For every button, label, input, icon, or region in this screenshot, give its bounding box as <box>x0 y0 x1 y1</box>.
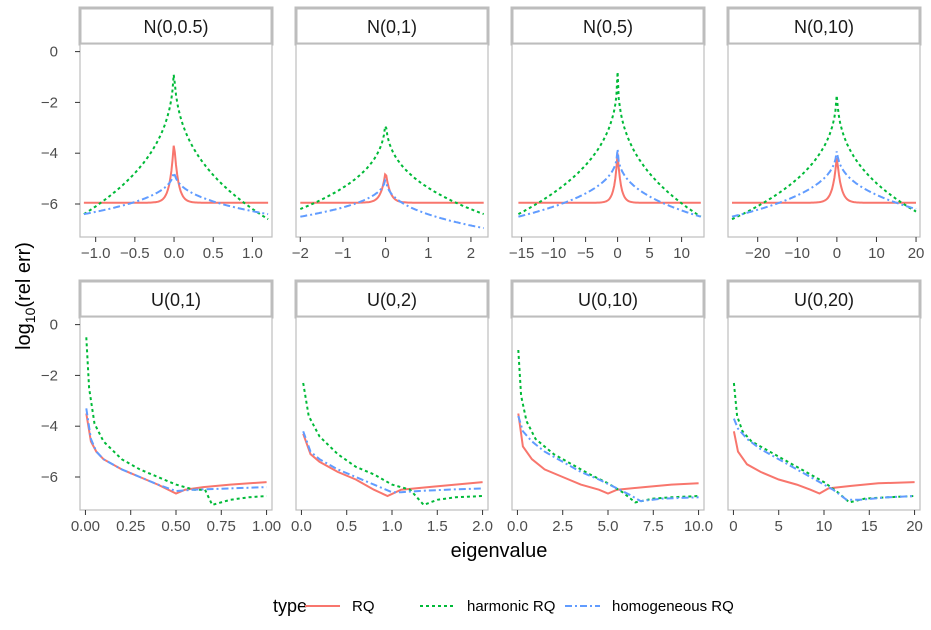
x-tick-label: 0.5 <box>203 245 224 262</box>
y-tick-label: −4 <box>41 145 58 162</box>
facet-strip-label: U(0,10) <box>578 290 638 310</box>
facet-panels: N(0,0.5)−1.0 −0.5 0.0 0.5 1.00−2−4−6N(0,1)−2… <box>41 8 924 535</box>
facet-panel: U(0,10) 0.0 2.5 5.0 7.5 10.0 <box>507 281 713 535</box>
panel-border <box>512 317 704 510</box>
facet-panel: U(0,1) 0.00 0.25 0.50 0.75 1.00 0 −2 −4 −6 <box>41 281 281 535</box>
x-tick-label: 2 <box>467 245 475 262</box>
legend-label: harmonic RQ <box>467 598 555 615</box>
legend-label: homogeneous RQ <box>612 598 734 615</box>
x-tick-label: −10 <box>541 245 566 262</box>
x-tick-label: 5 <box>645 245 653 262</box>
y-axis-title: log10(rel err) <box>13 242 38 350</box>
x-tick-label: 0.25 <box>116 518 145 535</box>
x-tick-label: 1.0 <box>382 518 403 535</box>
legend-title: type <box>273 596 307 616</box>
y-axis-title-subscript: 10 <box>22 307 38 323</box>
panel-border <box>728 44 920 237</box>
facet-panel: N(0,5) −15 −10 −5 0 5 10 <box>509 8 704 262</box>
panel-border <box>80 317 272 510</box>
x-tick-label: −20 <box>745 245 770 262</box>
x-tick-label: 1.00 <box>252 518 281 535</box>
y-tick-label: −6 <box>41 469 58 486</box>
x-tick-label: −5 <box>577 245 594 262</box>
panel-border <box>296 317 488 510</box>
facet-panel: N(0,0.5) −1.0 −0.5 0.0 0.5 1.0 0 −2 −4 −6 <box>41 8 272 262</box>
panel-border <box>296 44 488 237</box>
facet-panel: U(0,2) 0.0 0.5 1.0 1.5 2.0 <box>291 281 493 535</box>
x-tick-label: 0.0 <box>164 245 185 262</box>
facet-strip-label: N(0,0.5) <box>143 17 208 37</box>
x-tick-label: 0 <box>613 245 621 262</box>
y-tick-label: −6 <box>41 196 58 213</box>
x-tick-label: 2.5 <box>552 518 573 535</box>
facet-strip-label: N(0,1) <box>367 17 417 37</box>
y-tick-label: −2 <box>41 367 58 384</box>
x-tick-label: 20 <box>906 518 923 535</box>
x-tick-label: 5 <box>775 518 783 535</box>
y-tick-label: 0 <box>50 44 58 61</box>
x-tick-label: −1.0 <box>81 245 111 262</box>
x-tick-label: −2 <box>292 245 309 262</box>
x-tick-label: 10.0 <box>684 518 713 535</box>
x-tick-label: −0.5 <box>120 245 150 262</box>
x-tick-label: 0.50 <box>161 518 190 535</box>
facet-strip-label: N(0,10) <box>794 17 854 37</box>
x-tick-label: 1 <box>424 245 432 262</box>
x-tick-label: 1.0 <box>242 245 263 262</box>
x-tick-label: −1 <box>334 245 351 262</box>
x-tick-label: 1.5 <box>427 518 448 535</box>
x-tick-label: 10 <box>868 245 885 262</box>
x-tick-label: 0.00 <box>71 518 100 535</box>
panel-border <box>512 44 704 237</box>
facet-strip-label: U(0,2) <box>367 290 417 310</box>
facet-panel: N(0,10) −20 −10 0 10 20 <box>728 8 924 262</box>
x-tick-label: 10 <box>816 518 833 535</box>
y-tick-label: 0 <box>50 317 58 334</box>
x-tick-label: 2.0 <box>472 518 493 535</box>
x-tick-label: −15 <box>509 245 534 262</box>
x-tick-label: 0 <box>729 518 737 535</box>
x-tick-label: 0 <box>381 245 389 262</box>
x-axis-title: eigenvalue <box>451 540 548 562</box>
facet-panel: N(0,1) −2 −1 0 1 2 <box>292 8 488 262</box>
x-tick-label: 0.5 <box>336 518 357 535</box>
x-tick-label: 20 <box>908 245 925 262</box>
facet-strip-label: U(0,1) <box>151 290 201 310</box>
facet-strip-label: N(0,5) <box>583 17 633 37</box>
y-tick-label: −4 <box>41 418 58 435</box>
x-tick-label: 0.0 <box>291 518 312 535</box>
x-tick-label: 0.75 <box>207 518 236 535</box>
x-tick-label: 0 <box>833 245 841 262</box>
x-tick-label: 5.0 <box>598 518 619 535</box>
legend: type RQ harmonic RQ homogeneous RQ <box>273 596 734 616</box>
y-axis-title-rest: (rel err) <box>13 242 35 308</box>
facet-panel: U(0,20) 0 5 10 15 20 <box>728 281 923 535</box>
x-tick-label: 10 <box>673 245 690 262</box>
facet-strip-label: U(0,20) <box>794 290 854 310</box>
x-tick-label: −10 <box>785 245 810 262</box>
y-tick-label: −2 <box>41 94 58 111</box>
y-axis-title-main: log <box>13 323 35 350</box>
legend-label: RQ <box>352 598 375 615</box>
x-tick-label: 0.0 <box>507 518 528 535</box>
x-tick-label: 15 <box>861 518 878 535</box>
x-tick-label: 7.5 <box>643 518 664 535</box>
